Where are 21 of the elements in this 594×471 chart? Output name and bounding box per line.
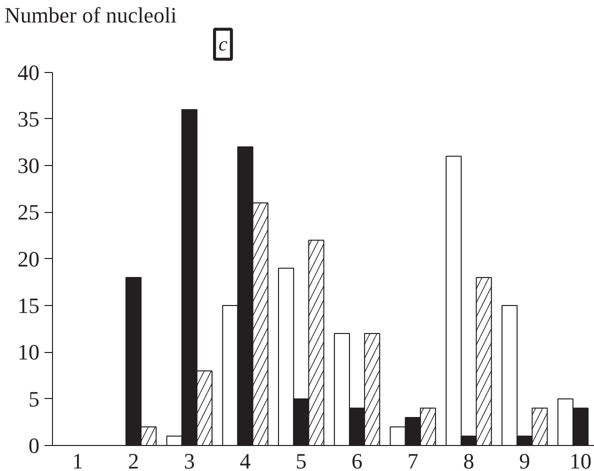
x-tick-label: 3 — [184, 448, 195, 471]
y-tick-label: 40 — [18, 60, 40, 85]
x-tick-label: 9 — [519, 448, 530, 471]
y-tick-label: 15 — [18, 293, 40, 318]
x-tick-label: 8 — [463, 448, 474, 471]
x-tick-label: 1 — [72, 448, 84, 471]
x-tick-label: 4 — [240, 448, 251, 471]
y-axis-title: Number of nucleoli — [4, 2, 177, 28]
y-tick-label: 10 — [18, 340, 40, 365]
y-tick-label: 20 — [18, 246, 40, 272]
y-tick-label: 5 — [28, 386, 40, 412]
x-tick-label: 6 — [352, 448, 363, 471]
x-tick-label: 10 — [570, 448, 592, 471]
y-tick-label: 30 — [18, 153, 40, 178]
y-tick-label: 0 — [28, 433, 40, 458]
y-tick-label: 35 — [18, 106, 40, 132]
y-tick-label: 25 — [18, 200, 40, 225]
x-tick-label: 2 — [128, 448, 140, 471]
x-tick-label: 7 — [407, 448, 418, 471]
text: c — [218, 33, 228, 56]
x-tick-label: 5 — [296, 448, 307, 471]
